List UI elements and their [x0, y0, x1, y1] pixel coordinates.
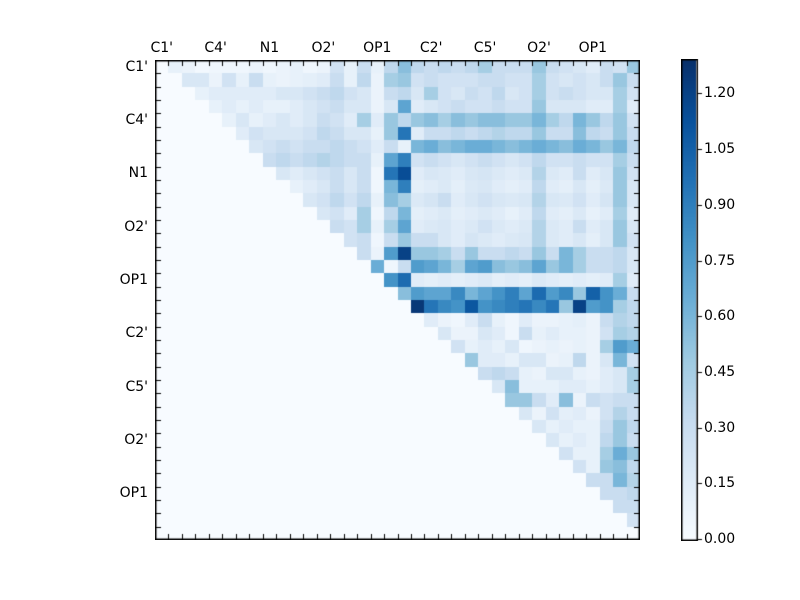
y-axis-label-0: C1' — [125, 58, 148, 75]
y-axis-label-2: N1 — [128, 165, 148, 182]
x-axis-label-2: N1 — [259, 40, 280, 56]
heatmap-plot-area — [155, 60, 640, 540]
y-axis-label-8: OP1 — [119, 485, 148, 502]
x-axis-label-1: C4' — [204, 40, 227, 56]
colorbar-tick-label-8: 1.20 — [704, 85, 736, 102]
x-axis-label-4: OP1 — [363, 40, 392, 56]
x-axis-label-0: C1' — [150, 40, 173, 56]
colorbar-tick-label-4: 0.60 — [704, 308, 736, 325]
x-axis-label-6: C5' — [473, 40, 497, 56]
colorbar-tick-label-6: 0.90 — [704, 196, 736, 213]
y-axis-label-3: O2' — [124, 218, 148, 235]
colorbar-tick-label-0: 0.00 — [704, 531, 736, 547]
colorbar-tick-label-7: 1.05 — [704, 141, 736, 158]
colorbar-tick-label-2: 0.30 — [704, 419, 736, 436]
x-axis-label-7: O2' — [527, 40, 551, 56]
colorbar-tick-label-1: 0.15 — [704, 475, 736, 492]
y-axis-label-5: C2' — [125, 325, 148, 342]
colorbar: 0.00 0.15 0.30 0.45 0.60 0.75 0.90 1.05 1.20 — [681, 59, 741, 547]
heatmap — [155, 60, 640, 540]
x-axis-label-8: OP1 — [578, 40, 608, 56]
x-axis-label-5: C2' — [419, 40, 443, 56]
colorbar-tick-label-3: 0.45 — [704, 363, 736, 380]
y-axis-label-4: OP1 — [119, 272, 148, 288]
colorbar-tick-label-5: 0.75 — [704, 252, 736, 269]
y-axis-label-7: O2' — [124, 432, 148, 448]
y-axis-label-6: C5' — [125, 378, 148, 395]
colorbar-gradient — [681, 59, 703, 541]
y-axis-label-1: C4' — [125, 112, 148, 128]
x-axis-label-3: O2' — [311, 40, 336, 56]
